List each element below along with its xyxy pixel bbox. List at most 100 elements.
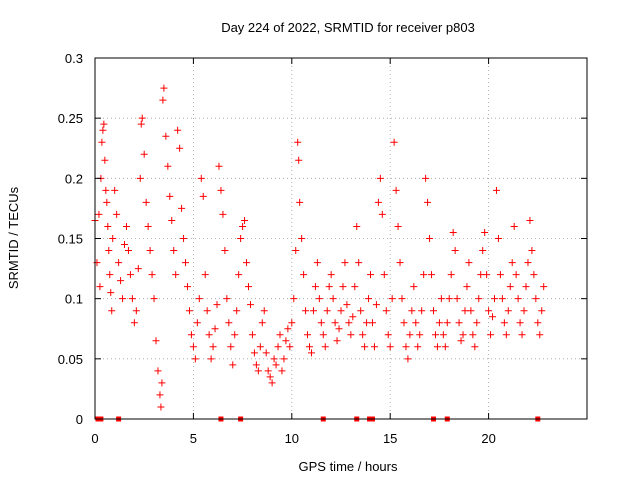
data-point xyxy=(159,96,167,104)
data-point xyxy=(132,307,140,315)
data-point xyxy=(144,222,152,230)
data-point xyxy=(431,331,439,339)
data-point xyxy=(500,319,508,327)
data-point xyxy=(504,307,512,315)
data-point xyxy=(99,126,107,134)
data-point xyxy=(156,391,164,399)
data-point xyxy=(140,150,148,158)
data-point xyxy=(121,241,129,249)
data-point xyxy=(162,132,170,140)
data-point xyxy=(176,144,184,152)
data-point xyxy=(101,156,109,164)
data-point xyxy=(221,247,229,255)
data-point xyxy=(290,295,298,303)
data-point xyxy=(479,247,487,255)
data-point xyxy=(295,156,303,164)
data-point xyxy=(443,319,451,327)
data-point xyxy=(288,319,296,327)
data-point xyxy=(355,259,363,267)
data-point xyxy=(243,259,251,267)
data-point xyxy=(323,307,331,315)
data-point xyxy=(510,222,518,230)
data-point xyxy=(122,222,130,230)
data-point xyxy=(203,307,211,315)
data-point xyxy=(461,307,469,315)
axis-ticks: 0 0.05 0.1 0.15 0.2 0.25 0.3 0 5 10 15 20 xyxy=(58,51,587,446)
data-point xyxy=(193,319,201,327)
data-point xyxy=(137,120,145,128)
data-point xyxy=(408,307,416,315)
data-point xyxy=(95,210,103,218)
data-point xyxy=(231,331,239,339)
data-point xyxy=(102,186,110,194)
data-point xyxy=(384,331,392,339)
data-point xyxy=(280,355,288,363)
data-point xyxy=(307,349,315,357)
data-point xyxy=(191,355,199,363)
data-point xyxy=(512,271,520,279)
data-point xyxy=(404,355,412,363)
grid-lines xyxy=(95,58,587,419)
data-point xyxy=(540,283,548,291)
data-point xyxy=(239,222,247,230)
y-tick-label: 0.15 xyxy=(58,232,83,247)
data-point xyxy=(260,307,268,315)
data-point xyxy=(209,343,217,351)
data-point xyxy=(300,271,308,279)
chart-title: Day 224 of 2022, SRMTID for receiver p80… xyxy=(221,20,475,35)
data-point xyxy=(227,343,235,351)
data-point xyxy=(172,271,180,279)
data-point xyxy=(455,319,463,327)
data-point xyxy=(100,120,108,128)
data-point xyxy=(331,319,339,327)
data-point xyxy=(445,295,453,303)
data-point xyxy=(457,337,465,345)
data-point xyxy=(532,295,540,303)
data-point xyxy=(489,313,497,321)
data-point xyxy=(205,331,213,339)
data-point xyxy=(516,319,524,327)
data-point xyxy=(359,331,367,339)
data-point xyxy=(520,307,528,315)
data-point xyxy=(142,198,150,206)
data-point xyxy=(166,192,174,200)
data-point xyxy=(150,295,158,303)
data-point xyxy=(374,198,382,206)
data-point xyxy=(429,307,437,315)
data-point xyxy=(416,331,424,339)
data-point xyxy=(134,265,142,273)
data-point xyxy=(276,331,284,339)
data-point xyxy=(526,216,534,224)
data-point xyxy=(345,319,353,327)
y-tick-label: 0.3 xyxy=(65,51,83,66)
data-point xyxy=(248,331,256,339)
y-tick-label: 0.25 xyxy=(58,111,83,126)
data-point xyxy=(309,307,317,315)
data-point xyxy=(337,307,345,315)
data-point xyxy=(469,331,477,339)
data-point xyxy=(414,343,422,351)
data-point xyxy=(284,325,292,333)
data-point xyxy=(363,319,371,327)
data-point xyxy=(378,210,386,218)
data-point xyxy=(439,331,447,339)
data-point xyxy=(146,247,154,255)
data-points xyxy=(91,84,548,411)
data-point xyxy=(272,361,280,369)
data-point xyxy=(392,186,400,194)
data-point xyxy=(477,271,485,279)
data-point xyxy=(351,283,359,291)
data-point xyxy=(278,367,286,375)
data-point xyxy=(518,331,526,339)
data-point xyxy=(463,283,471,291)
data-point xyxy=(483,271,491,279)
data-point xyxy=(223,295,231,303)
data-point xyxy=(396,259,404,267)
data-point xyxy=(174,126,182,134)
data-point xyxy=(426,235,434,242)
data-point xyxy=(485,307,493,315)
data-point xyxy=(207,355,215,363)
data-point xyxy=(473,319,481,327)
